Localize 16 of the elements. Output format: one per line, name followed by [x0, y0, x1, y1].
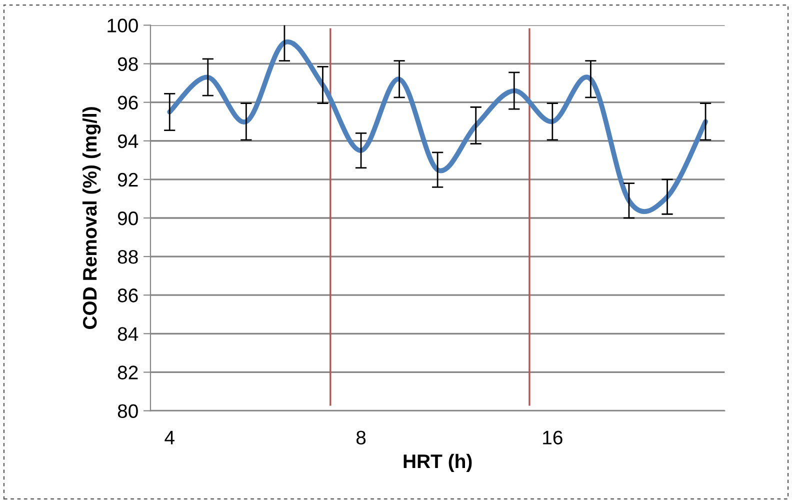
- y-tick-label: 98: [118, 57, 138, 71]
- y-tick-label: 96: [118, 96, 138, 110]
- y-tick-label: 88: [118, 250, 138, 264]
- y-tick-label: 84: [118, 327, 138, 341]
- y-tick-label: 80: [118, 404, 138, 418]
- x-axis-title: HRT (h): [404, 454, 472, 472]
- y-tick-label: 90: [118, 211, 138, 226]
- y-axis-title: COD Removal (%) (mg/l): [82, 107, 101, 329]
- y-tick-label: 100: [108, 18, 138, 32]
- x-tick-label: 16: [543, 430, 562, 444]
- y-tick-label: 82: [118, 366, 138, 380]
- y-tick-label: 86: [118, 288, 138, 302]
- x-tick-label: 4: [164, 430, 174, 444]
- y-tick-label: 94: [118, 134, 138, 148]
- x-tick-label: 8: [356, 430, 366, 444]
- y-tick-label: 92: [118, 172, 138, 187]
